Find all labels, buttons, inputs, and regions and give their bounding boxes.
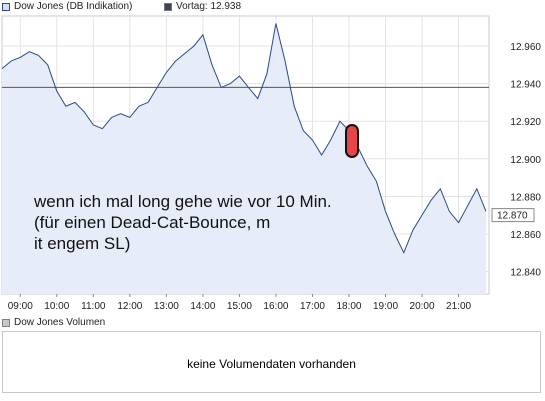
volume-panel: keine Volumendaten vorhanden: [2, 331, 541, 393]
y-tick-label: 12.920: [510, 117, 541, 128]
x-tick-label: 10:00: [44, 301, 69, 312]
x-tick-label: 17:00: [300, 301, 325, 312]
x-tick-label: 20:00: [410, 301, 435, 312]
annotation-line-2: (für einen Dead-Cat-Bounce, m: [34, 213, 270, 232]
last-value-marker: 12.870: [491, 208, 535, 223]
price-area: [2, 23, 486, 294]
legend-previous-close-swatch: [164, 2, 172, 11]
y-tick-label: 12.840: [510, 267, 541, 278]
entry-marker-pill: [345, 124, 359, 158]
legend-series: Dow Jones (DB Indikation): [2, 1, 132, 12]
y-tick-label: 12.880: [510, 192, 541, 203]
y-tick-label: 12.960: [510, 42, 541, 53]
y-tick-label: 12.860: [510, 230, 541, 241]
legend-series-swatch: [2, 2, 10, 11]
x-tick-label: 11:00: [81, 301, 106, 312]
volume-legend: Dow Jones Volumen: [0, 317, 105, 328]
volume-legend-swatch: [2, 318, 10, 327]
x-tick-label: 14:00: [190, 301, 215, 312]
x-tick-label: 19:00: [373, 301, 398, 312]
x-axis: 09:00 10:00 11:00 12:00 13:00 14:00 15:00 16:00…: [8, 294, 472, 312]
y-axis: 12.960 12.940 12.920 12.900 12.880 12.860 12.8…: [510, 42, 541, 278]
x-tick-label: 15:00: [227, 301, 252, 312]
legend-series-label: Dow Jones (DB Indikation): [14, 1, 133, 12]
x-tick-label: 12:00: [117, 301, 142, 312]
annotation-text: wenn ich mal long gehe wie vor 10 Min. (…: [33, 192, 332, 253]
x-tick-label: 13:00: [154, 301, 179, 312]
x-tick-label: 21:00: [446, 301, 471, 312]
annotation-line-1: wenn ich mal long gehe wie vor 10 Min.: [33, 192, 332, 211]
legend-previous-close-label: Vortag: 12.938: [176, 1, 242, 12]
legend-previous-close: Vortag: 12.938: [164, 1, 241, 12]
y-tick-label: 12.940: [510, 80, 541, 91]
y-tick-label: 12.900: [510, 155, 541, 166]
price-line: [1, 23, 487, 254]
chart-legend: Dow Jones (DB Indikation) Vortag: 12.938: [0, 0, 545, 14]
last-value-label: 12.870: [497, 211, 528, 222]
annotation-line-3: it engem SL): [34, 234, 130, 253]
price-chart: 12.960 12.940 12.920 12.900 12.880 12.860 12.8…: [1, 15, 541, 312]
last-value-box: [491, 208, 535, 223]
volume-empty-message: keine Volumendaten vorhanden: [187, 357, 356, 371]
volume-legend-label: Dow Jones Volumen: [14, 317, 106, 328]
x-tick-label: 09:00: [8, 301, 33, 312]
x-tick-label: 16:00: [263, 301, 288, 312]
x-tick-label: 18:00: [336, 301, 361, 312]
